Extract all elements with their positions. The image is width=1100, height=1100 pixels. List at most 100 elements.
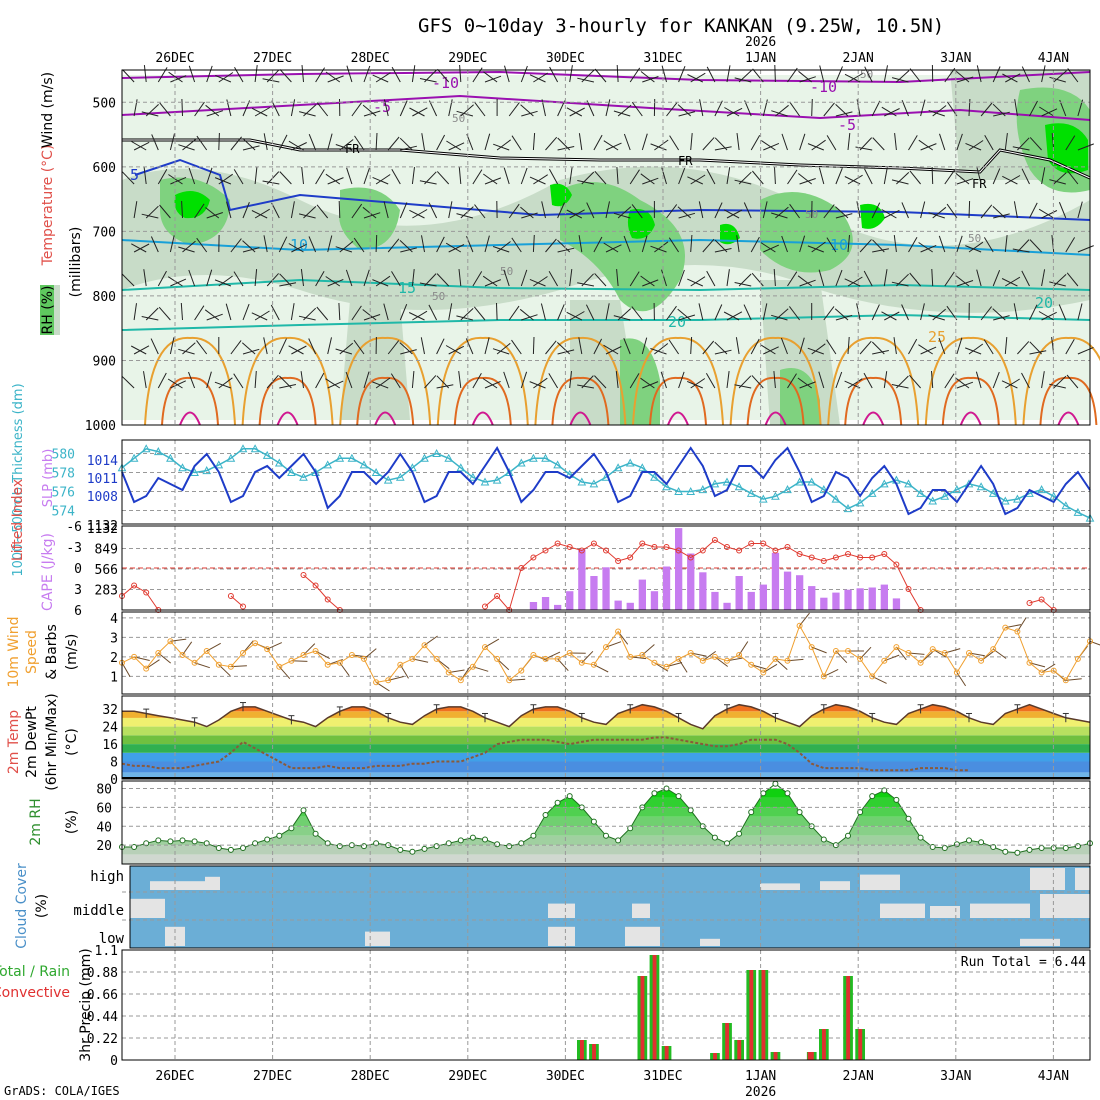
upper-wind-barb [818,167,825,185]
upper-wind-barb [504,65,510,83]
li-marker [687,554,694,561]
li-tick-6: 6 [74,604,82,619]
upper-wind-barb [706,66,716,83]
upper-wind-barb [436,171,450,185]
upper-wind-barb [908,338,918,355]
upper-wind-barb [678,269,685,287]
wind10m-marker [687,650,694,656]
upper-wind-barb [180,302,183,321]
upper-wind-barb [844,73,861,83]
upper-wind-barb [279,273,292,287]
upper-wind-barb [1029,239,1042,253]
upper-wind-barb [242,100,251,117]
upper-wind-barb [520,371,528,389]
upper-wind-barb [1065,135,1076,151]
upper-wind-barb [613,315,631,321]
temp-tick-16: 16 [102,738,118,753]
upper-wind-barb [984,135,994,151]
thickness-marker [444,453,454,462]
upper-wind-barb [214,177,232,185]
cloud-block [880,903,925,918]
upper-wind-barb [863,372,873,389]
temp2m-line [122,703,1091,730]
thickness-marker [879,479,889,488]
upper-wind-barb [773,371,776,389]
upper-wind-barb [1058,202,1067,219]
upper-wind-barb [315,372,325,389]
upper-wind-barb [157,169,168,185]
ylabel-barbs: & Barbs [44,624,60,680]
cape-bar [626,602,634,610]
thickness-tick-580: 580 [52,448,75,463]
upper-wind-barb [650,348,667,355]
upper-wind-barb [835,371,843,389]
upper-wind-barb [847,336,850,355]
rh2m-marker [990,844,997,850]
upper-wind-barb [465,338,474,355]
thickness-marker [650,472,659,481]
wind10m-marker [566,650,573,656]
upper-wind-barb [122,69,135,83]
rh2m-marker [917,834,924,841]
thickness-line [121,447,1091,519]
upper-wind-barb [372,74,389,83]
upper-wind-barb [242,303,250,321]
cape-bar [844,589,852,610]
upper-wind-barb [458,269,462,287]
upper-wind-barb [399,100,408,117]
upper-wind-barb [918,242,933,253]
cape-bar [566,591,574,610]
upper-wind-barb [577,77,595,83]
top-date-29DEC: 29DEC [448,51,487,66]
upper-wind-barb [847,73,863,83]
rh2m-marker [445,840,452,847]
upper-wind-barb [196,237,208,253]
upper-wind-barb [1002,175,1018,185]
thickness-marker [698,485,708,494]
cape-bar [529,602,538,610]
wind10m-marker [409,655,416,662]
upper-wind-barb [188,371,196,389]
upper-wind-barb [460,104,474,117]
hottest-loop-0 [179,411,201,426]
upper-wind-barb [279,282,297,287]
upper-wind-barb [263,133,268,151]
upper-wind-barb [483,173,498,185]
upper-wind-barb [151,134,159,151]
wind10m-marker [978,657,985,664]
upper-wind-barb [159,204,171,219]
rh2m-marker [869,793,876,800]
upper-wind-barb [623,133,631,151]
ylabel-10m-wind: 10m Wind [6,616,22,687]
upper-wind-barb [1065,339,1075,355]
thickness-marker [1049,491,1059,500]
upper-wind-barb [492,348,510,355]
upper-wind-barb [931,166,934,185]
upper-wind-barb [811,241,826,253]
upper-wind-barb [206,269,213,287]
thickness-marker [347,453,357,462]
upper-wind-barb [399,240,413,253]
upper-wind-barb [797,377,812,389]
ylabel-cloud-cover: Cloud Cover [14,863,30,949]
upper-wind-barb [661,269,667,287]
rh2m-marker [675,793,682,800]
upper-wind-barb [353,237,365,253]
upper-wind-barb [1029,137,1042,151]
li-marker [808,554,815,561]
thickness-marker [226,453,236,462]
upper-wind-barb [1038,311,1054,321]
li-marker [772,547,779,554]
upper-wind-barb [976,269,982,287]
li-marker [639,540,646,547]
chart-title: GFS 0~10day 3-hourly for KANKAN (9.25W, … [418,15,944,37]
cape-bar [711,591,719,610]
wind10m-marker [1014,628,1021,635]
upper-wind-barb [723,209,740,219]
upper-wind-barb [687,176,704,185]
upper-wind-barb [218,132,220,151]
upper-wind-barb [818,371,825,389]
upper-wind-barb [752,68,764,83]
ylabel-convective: Convective [0,985,70,1001]
upper-wind-barb [631,306,643,321]
